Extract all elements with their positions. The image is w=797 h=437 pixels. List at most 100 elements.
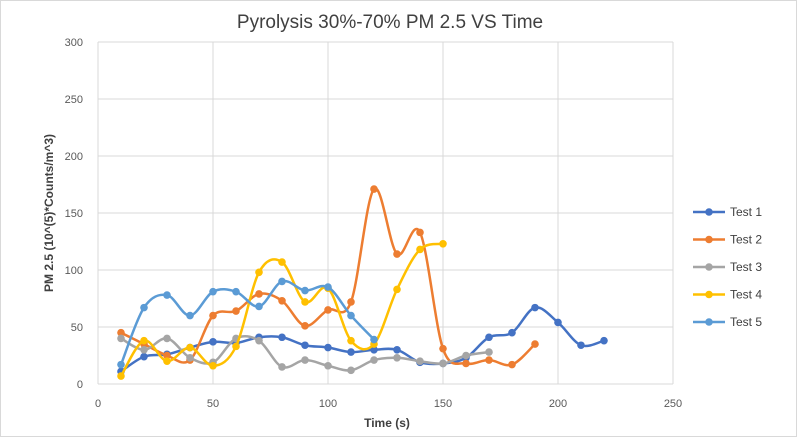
data-point (117, 360, 125, 369)
y-axis-ticks: 0 50 100 150 200 250 300 (65, 37, 83, 391)
legend-item: Test 1 (693, 205, 762, 219)
data-point (393, 346, 401, 354)
data-point (255, 268, 263, 277)
x-tick-label: 100 (319, 398, 337, 410)
legend-marker (705, 290, 713, 299)
data-point (278, 333, 286, 342)
data-point (301, 286, 309, 295)
y-tick-label: 200 (65, 151, 83, 163)
data-point (255, 336, 263, 345)
data-point (301, 322, 309, 330)
x-axis-ticks: 0 50 100 150 200 250 (95, 398, 682, 410)
data-point (416, 245, 424, 254)
data-point (255, 290, 263, 298)
data-point (416, 357, 424, 366)
data-point (278, 277, 286, 286)
data-point (393, 285, 401, 294)
data-point (439, 359, 447, 368)
y-tick-label: 100 (65, 265, 83, 277)
y-tick-label: 300 (65, 37, 83, 49)
data-point (140, 303, 148, 312)
data-point (347, 348, 355, 356)
data-point (278, 258, 286, 266)
legend-label: Test 1 (730, 205, 762, 219)
data-point (186, 311, 194, 320)
data-point (324, 343, 332, 352)
data-point (508, 328, 516, 337)
data-point (186, 353, 194, 362)
data-point (232, 307, 240, 315)
series-line (120, 306, 605, 373)
legend: Test 1 Test 2 Test 3 Test 4 Test 5 (693, 205, 762, 329)
x-tick-label: 50 (207, 398, 219, 410)
data-point (278, 296, 286, 305)
data-point (347, 366, 355, 375)
data-point (278, 363, 286, 371)
data-point (232, 287, 240, 296)
data-point (508, 360, 516, 369)
data-point (209, 338, 217, 346)
data-point (209, 311, 217, 320)
y-tick-label: 0 (77, 379, 83, 391)
data-point (370, 346, 378, 354)
data-point (301, 341, 309, 350)
data-point (370, 335, 378, 344)
data-point (600, 336, 608, 345)
series-3 (117, 334, 493, 375)
x-tick-label: 250 (664, 398, 682, 410)
data-point (324, 306, 332, 314)
data-point (140, 346, 148, 354)
y-tick-label: 50 (71, 322, 83, 334)
y-axis-title: PM 2.5 (10^(5)*Counts/m^3) (42, 134, 56, 292)
legend-marker (705, 318, 713, 326)
legend-marker (705, 263, 713, 271)
data-point (186, 343, 194, 352)
legend-label: Test 2 (730, 233, 762, 247)
data-point (347, 298, 355, 306)
data-point (209, 361, 217, 370)
legend-item: Test 5 (693, 315, 762, 329)
data-point (439, 239, 447, 248)
data-point (347, 311, 355, 320)
data-point (117, 372, 125, 380)
data-point (347, 336, 355, 345)
data-point (117, 328, 125, 337)
y-tick-label: 150 (65, 208, 83, 220)
legend-label: Test 5 (730, 315, 762, 329)
x-tick-label: 150 (434, 398, 452, 410)
data-point (301, 298, 309, 306)
data-point (370, 356, 378, 364)
series-5 (117, 277, 378, 369)
data-point (255, 302, 263, 311)
data-point (554, 318, 562, 327)
chart-title: Pyrolysis 30%-70% PM 2.5 VS Time (237, 12, 543, 33)
y-tick-label: 250 (65, 94, 83, 106)
data-point (439, 344, 447, 353)
data-point (163, 357, 171, 366)
data-point (485, 333, 493, 342)
x-tick-label: 0 (95, 398, 101, 410)
data-point (485, 356, 493, 364)
legend-item: Test 3 (693, 260, 762, 274)
data-point (393, 353, 401, 362)
data-point (531, 340, 539, 348)
data-point (209, 287, 217, 296)
legend-marker (705, 208, 713, 216)
x-tick-label: 200 (549, 398, 567, 410)
data-point (577, 341, 585, 350)
data-point (462, 359, 470, 368)
data-point (140, 352, 148, 361)
data-point (117, 334, 125, 343)
x-axis-title: Time (s) (364, 416, 410, 430)
data-point (416, 228, 424, 237)
data-point (163, 291, 171, 299)
data-point (462, 351, 470, 360)
legend-item: Test 2 (693, 233, 762, 247)
data-point (163, 351, 171, 360)
data-point (531, 303, 539, 312)
data-point (324, 283, 332, 291)
series-line (120, 335, 490, 372)
data-point (163, 334, 171, 343)
